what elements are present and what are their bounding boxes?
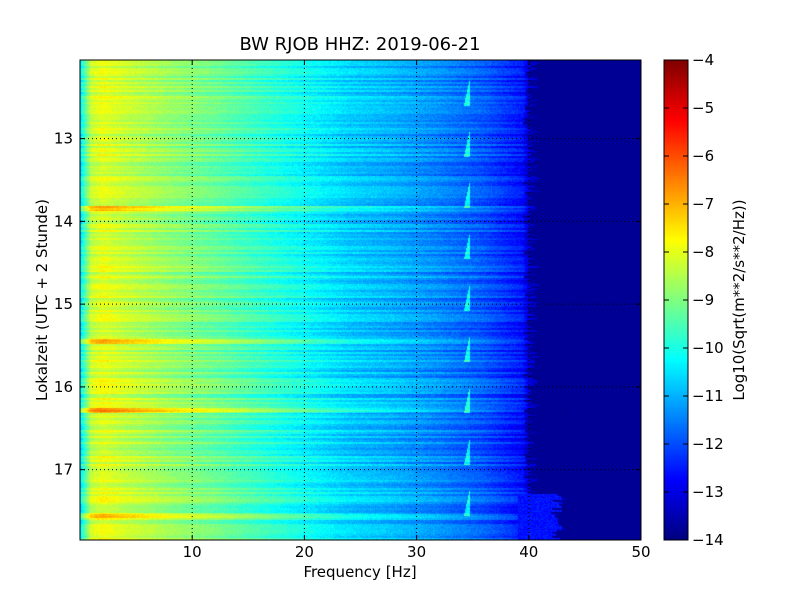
x-tick-label: 20 — [295, 543, 314, 561]
y-tick-label: 13 — [54, 130, 73, 148]
spectrogram-heatmap — [80, 60, 641, 540]
x-axis-ticks: 10 20 30 40 50 — [183, 60, 651, 561]
x-axis-label: Frequency [Hz] — [303, 563, 416, 581]
x-tick-label: 10 — [183, 543, 202, 561]
grid-lines — [80, 60, 641, 540]
colorbar-tick-label: −13 — [692, 483, 724, 501]
plot-frame — [79, 59, 642, 541]
y-tick-label: 17 — [54, 461, 73, 479]
x-tick-label: 40 — [519, 543, 538, 561]
colorbar-ticks: −4 −5 −6 −7 −8 −9 −10 −11 −12 −13 −14 — [664, 51, 724, 549]
colorbar-tick-label: −7 — [692, 195, 714, 213]
spectrogram-plot-area: 10 20 30 40 50 13 14 15 16 17 — [54, 59, 651, 561]
y-axis-ticks: 13 14 15 16 17 — [54, 130, 641, 479]
x-tick-label: 30 — [407, 543, 426, 561]
colorbar: −4 −5 −6 −7 −8 −9 −10 −11 −12 −13 −14 Log10(Sqrt(m… — [663, 51, 748, 549]
colorbar-tick-label: −14 — [692, 531, 724, 549]
colorbar-tick-label: −6 — [692, 147, 714, 165]
colorbar-tick-label: −12 — [692, 435, 724, 453]
colorbar-tick-label: −10 — [692, 339, 724, 357]
colorbar-tick-label: −5 — [692, 99, 714, 117]
y-axis-label: Lokalzeit (UTC + 2 Stunde) — [33, 199, 51, 401]
y-tick-label: 14 — [54, 212, 73, 230]
colorbar-tick-label: −4 — [692, 51, 714, 69]
chart-title: BW RJOB HHZ: 2019-06-21 — [239, 34, 480, 55]
x-tick-label: 50 — [631, 543, 650, 561]
y-tick-label: 16 — [54, 378, 73, 396]
y-tick-label: 15 — [54, 295, 73, 313]
colorbar-tick-label: −11 — [692, 387, 724, 405]
colorbar-tick-label: −9 — [692, 291, 714, 309]
colorbar-tick-label: −8 — [692, 243, 714, 261]
colorbar-label: Log10(Sqrt(m**2/s**2/Hz)) — [730, 199, 748, 400]
